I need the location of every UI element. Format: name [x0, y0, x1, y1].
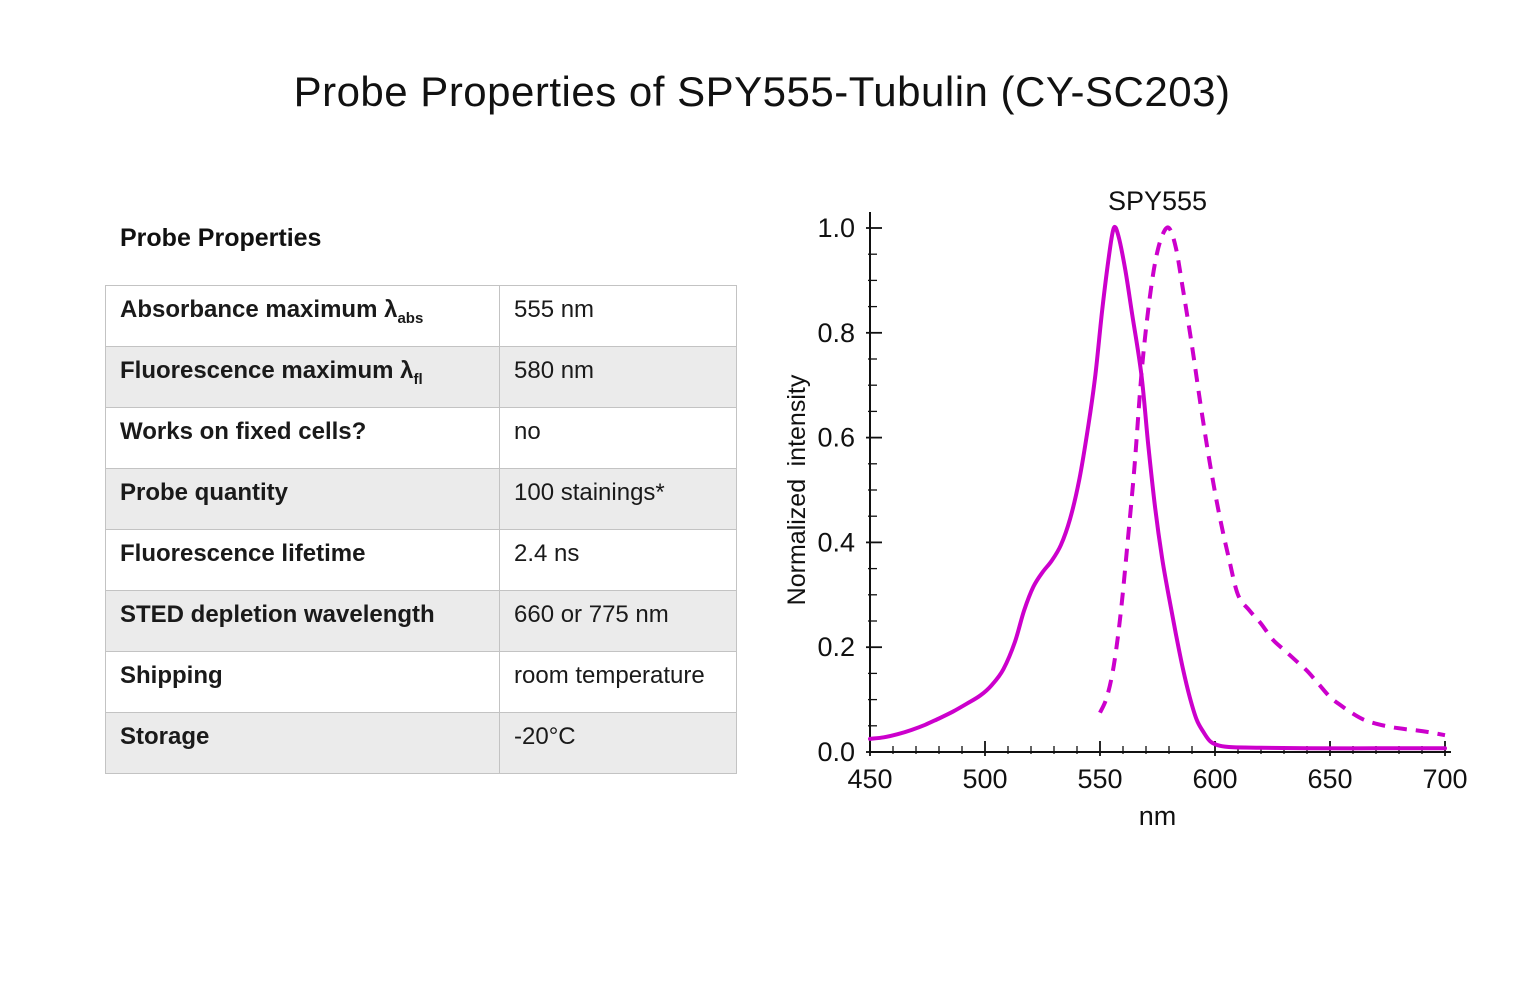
- property-label-cell: Absorbance maximum λabs: [105, 285, 500, 347]
- property-label-cell: Probe quantity: [105, 468, 500, 530]
- property-label: Fluorescence lifetime: [120, 540, 366, 567]
- x-tick-label: 550: [1077, 764, 1122, 794]
- table-row: STED depletion wavelength 660 or 775 nm: [105, 590, 737, 652]
- y-tick-label: 1.0: [817, 213, 855, 243]
- y-tick-label: 0.0: [817, 737, 855, 767]
- property-label: Shipping: [120, 662, 223, 689]
- property-value-cell: room temperature: [499, 651, 737, 713]
- property-label: STED depletion wavelength: [120, 601, 435, 628]
- emission-curve: [1098, 225, 1446, 738]
- chart-title: SPY555: [1108, 186, 1207, 216]
- property-value-cell: -20°C: [499, 712, 737, 774]
- table-row: Absorbance maximum λabs 555 nm: [105, 285, 737, 347]
- y-tick-label: 0.8: [817, 318, 855, 348]
- x-tick-label: 650: [1307, 764, 1352, 794]
- y-tick-label: 0.2: [817, 632, 855, 662]
- property-label-cell: Works on fixed cells?: [105, 407, 500, 469]
- property-value-cell: no: [499, 407, 737, 469]
- table-row: Works on fixed cells? no: [105, 407, 737, 469]
- property-label: Absorbance maximum λ: [120, 296, 398, 323]
- x-tick-label: 500: [962, 764, 1007, 794]
- property-value-cell: 660 or 775 nm: [499, 590, 737, 652]
- table-row: Storage -20°C: [105, 712, 737, 774]
- table-row: Probe quantity 100 stainings*: [105, 468, 737, 530]
- table-row: Shipping room temperature: [105, 651, 737, 713]
- y-tick-label: 0.4: [817, 527, 855, 557]
- property-value-cell: 555 nm: [499, 285, 737, 347]
- property-value-cell: 100 stainings*: [499, 468, 737, 530]
- x-tick-label: 600: [1192, 764, 1237, 794]
- property-label-subscript: abs: [397, 309, 424, 327]
- x-axis-label: nm: [1139, 801, 1177, 831]
- property-label: Fluorescence maximum λ: [120, 357, 414, 384]
- table-row: Fluorescence maximum λfl 580 nm: [105, 346, 737, 408]
- table-heading: Probe Properties: [120, 224, 322, 252]
- property-label: Probe quantity: [120, 479, 289, 506]
- x-tick-label: 450: [847, 764, 892, 794]
- property-label-cell: Fluorescence maximum λfl: [105, 346, 500, 408]
- page-title: Probe Properties of SPY555-Tubulin (CY-S…: [293, 68, 1231, 115]
- table-row: Fluorescence lifetime 2.4 ns: [105, 529, 737, 591]
- property-value-cell: 580 nm: [499, 346, 737, 408]
- absorbance-curve: [868, 224, 1447, 751]
- probe-properties-table: Absorbance maximum λabs 555 nm Fluorescenc…: [105, 285, 737, 774]
- property-label-cell: Storage: [105, 712, 500, 774]
- property-label-cell: STED depletion wavelength: [105, 590, 500, 652]
- property-label: Storage: [120, 723, 210, 750]
- x-tick-label: 700: [1422, 764, 1467, 794]
- property-value-cell: 2.4 ns: [499, 529, 737, 591]
- y-tick-label: 0.6: [817, 423, 855, 453]
- spectrum-chart-svg: 450 500 550 600 650 700 0.0 0.2 0.4 0.6 0.8 1.0 SPY5…: [783, 186, 1468, 831]
- property-label-cell: Fluorescence lifetime: [105, 529, 500, 591]
- spectrum-chart: 450 500 550 600 650 700 0.0 0.2 0.4 0.6 0.8 1.0 SPY5…: [775, 170, 1495, 860]
- property-label-subscript: fl: [413, 370, 423, 388]
- property-label-cell: Shipping: [105, 651, 500, 713]
- y-axis-label: Normalized intensity: [783, 374, 811, 605]
- property-label: Works on fixed cells?: [120, 418, 367, 445]
